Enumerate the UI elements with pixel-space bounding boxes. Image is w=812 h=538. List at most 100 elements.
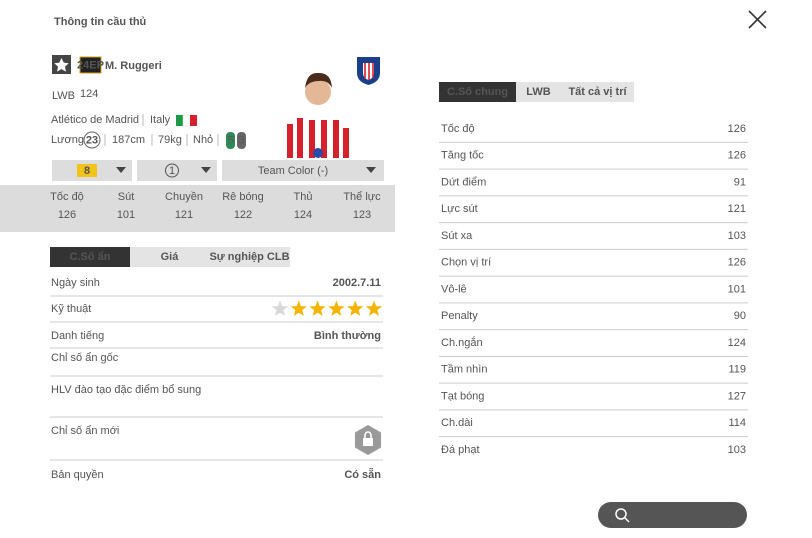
main-stat-value: 126: [58, 209, 76, 221]
stat-label: Lực sút: [441, 203, 478, 215]
body-type: Nhỏ: [193, 134, 213, 146]
main-stat-label: Chuyền: [165, 191, 203, 203]
row-label: Chỉ số ẩn gốc: [51, 352, 119, 364]
row-label: Chỉ số ẩn mới: [51, 425, 119, 437]
stat-label: Sút xa: [441, 230, 473, 242]
stat-value: 114: [728, 417, 746, 429]
row-label: HLV đào tạo đặc điểm bổ sung: [51, 384, 201, 396]
stat-value: 119: [728, 364, 746, 376]
weight: 79kg: [158, 134, 182, 146]
stat-value: 126: [728, 257, 746, 269]
upgrade-badge: [77, 164, 97, 177]
stat-label: Tốc độ: [441, 123, 475, 135]
stat-value: 126: [728, 123, 746, 135]
stat-label: Tạt bóng: [441, 390, 484, 402]
main-stat-value: 101: [117, 209, 135, 221]
player-name: M. Ruggeri: [105, 60, 162, 72]
license: Có sẵn: [344, 468, 381, 481]
stat-label: Đá phạt: [441, 444, 480, 456]
overall: 124: [80, 88, 98, 100]
close-button[interactable]: [748, 10, 767, 29]
birth-date: 2002.7.11: [333, 277, 381, 289]
skill-star: [365, 300, 383, 316]
compare-button-label: Vs cầu thủ của tôi: [645, 509, 739, 521]
tab-label: Giá: [161, 251, 180, 263]
stat-value: 127: [728, 390, 746, 402]
main-stat-value: 124: [294, 209, 312, 221]
nation: Italy: [150, 114, 171, 126]
season-badge: [79, 56, 102, 74]
italy-flag: [176, 114, 197, 127]
row-label: Bản quyền: [51, 469, 104, 481]
season-label: 24EP: [77, 59, 104, 71]
row-label: Kỹ thuật: [51, 303, 91, 315]
skill-star: [328, 300, 345, 316]
team-color: Team Color (-): [258, 165, 328, 177]
height: 187cm: [112, 134, 145, 146]
stat-label: Penalty: [441, 310, 478, 322]
tab-label: Sự nghiệp CLB: [209, 251, 289, 263]
level-selector[interactable]: [137, 160, 217, 181]
lock-icon: [355, 425, 381, 455]
skill-star: [309, 300, 326, 316]
main-stat-label: Tốc độ: [50, 191, 84, 203]
stat-value: 121: [728, 203, 746, 215]
position: LWB: [52, 90, 75, 102]
level-badge: [165, 163, 179, 178]
row-label: Ngày sinh: [51, 277, 100, 289]
main-stat-value: 123: [353, 209, 371, 221]
tab[interactable]: [561, 82, 634, 102]
main-stat-label: Sút: [118, 191, 135, 203]
main-stat-label: Thể lực: [343, 191, 381, 203]
tab[interactable]: [50, 247, 130, 267]
team-color-selector[interactable]: [222, 160, 384, 181]
screen-title: Thông tin cầu thủ: [54, 16, 146, 28]
salary: 23: [86, 134, 98, 146]
stat-value: 124: [728, 337, 746, 349]
tab[interactable]: [439, 82, 516, 102]
stat-value: 103: [728, 444, 746, 456]
main-stat-label: Thủ: [294, 191, 313, 203]
tab-label: LWB: [526, 86, 550, 98]
compare-icon: [615, 508, 630, 523]
reputation: Bình thường: [314, 330, 381, 342]
player-photo: [282, 72, 350, 158]
club: Atlético de Madrid: [51, 114, 139, 126]
tab[interactable]: [516, 82, 561, 102]
stat-value: 126: [728, 150, 746, 162]
weak-foot-left-badge: [226, 132, 235, 149]
salary-badge: [83, 131, 101, 149]
star-icon: [54, 58, 69, 72]
stat-label: Tăng tốc: [441, 150, 484, 162]
stat-label: Dứt điểm: [441, 176, 486, 188]
dropdown-arrows: [116, 167, 376, 173]
stat-value: 91: [734, 176, 746, 188]
skill-star: [271, 300, 289, 316]
tab-label: C.Số ẩn: [70, 251, 111, 263]
stat-label: Ch.ngắn: [441, 336, 483, 349]
compare-button[interactable]: [598, 502, 747, 528]
row-label: Danh tiếng: [51, 330, 104, 342]
main-stat-value: 122: [234, 209, 252, 221]
level-value: 1: [169, 165, 175, 177]
weak-foot-right: 3: [238, 134, 244, 146]
salary-label: Lương: [51, 134, 84, 146]
stat-label: Tầm nhìn: [441, 364, 487, 376]
weak-foot-right-badge: [237, 132, 246, 149]
tab[interactable]: [130, 247, 209, 267]
upgrade-value: 8: [84, 165, 90, 177]
stat-value: 90: [734, 310, 746, 322]
skill-star: [290, 300, 307, 316]
club-crest: [357, 57, 380, 85]
tab-label: C.Số chung: [447, 86, 508, 98]
tab[interactable]: [209, 247, 290, 267]
main-stat-value: 121: [175, 209, 193, 221]
main-stats-band: [0, 185, 395, 232]
stat-label: Chọn vị trí: [441, 257, 491, 269]
weak-foot-left: 5: [227, 134, 233, 146]
stat-label: Ch.dài: [441, 417, 473, 429]
stat-value: 103: [728, 230, 746, 242]
